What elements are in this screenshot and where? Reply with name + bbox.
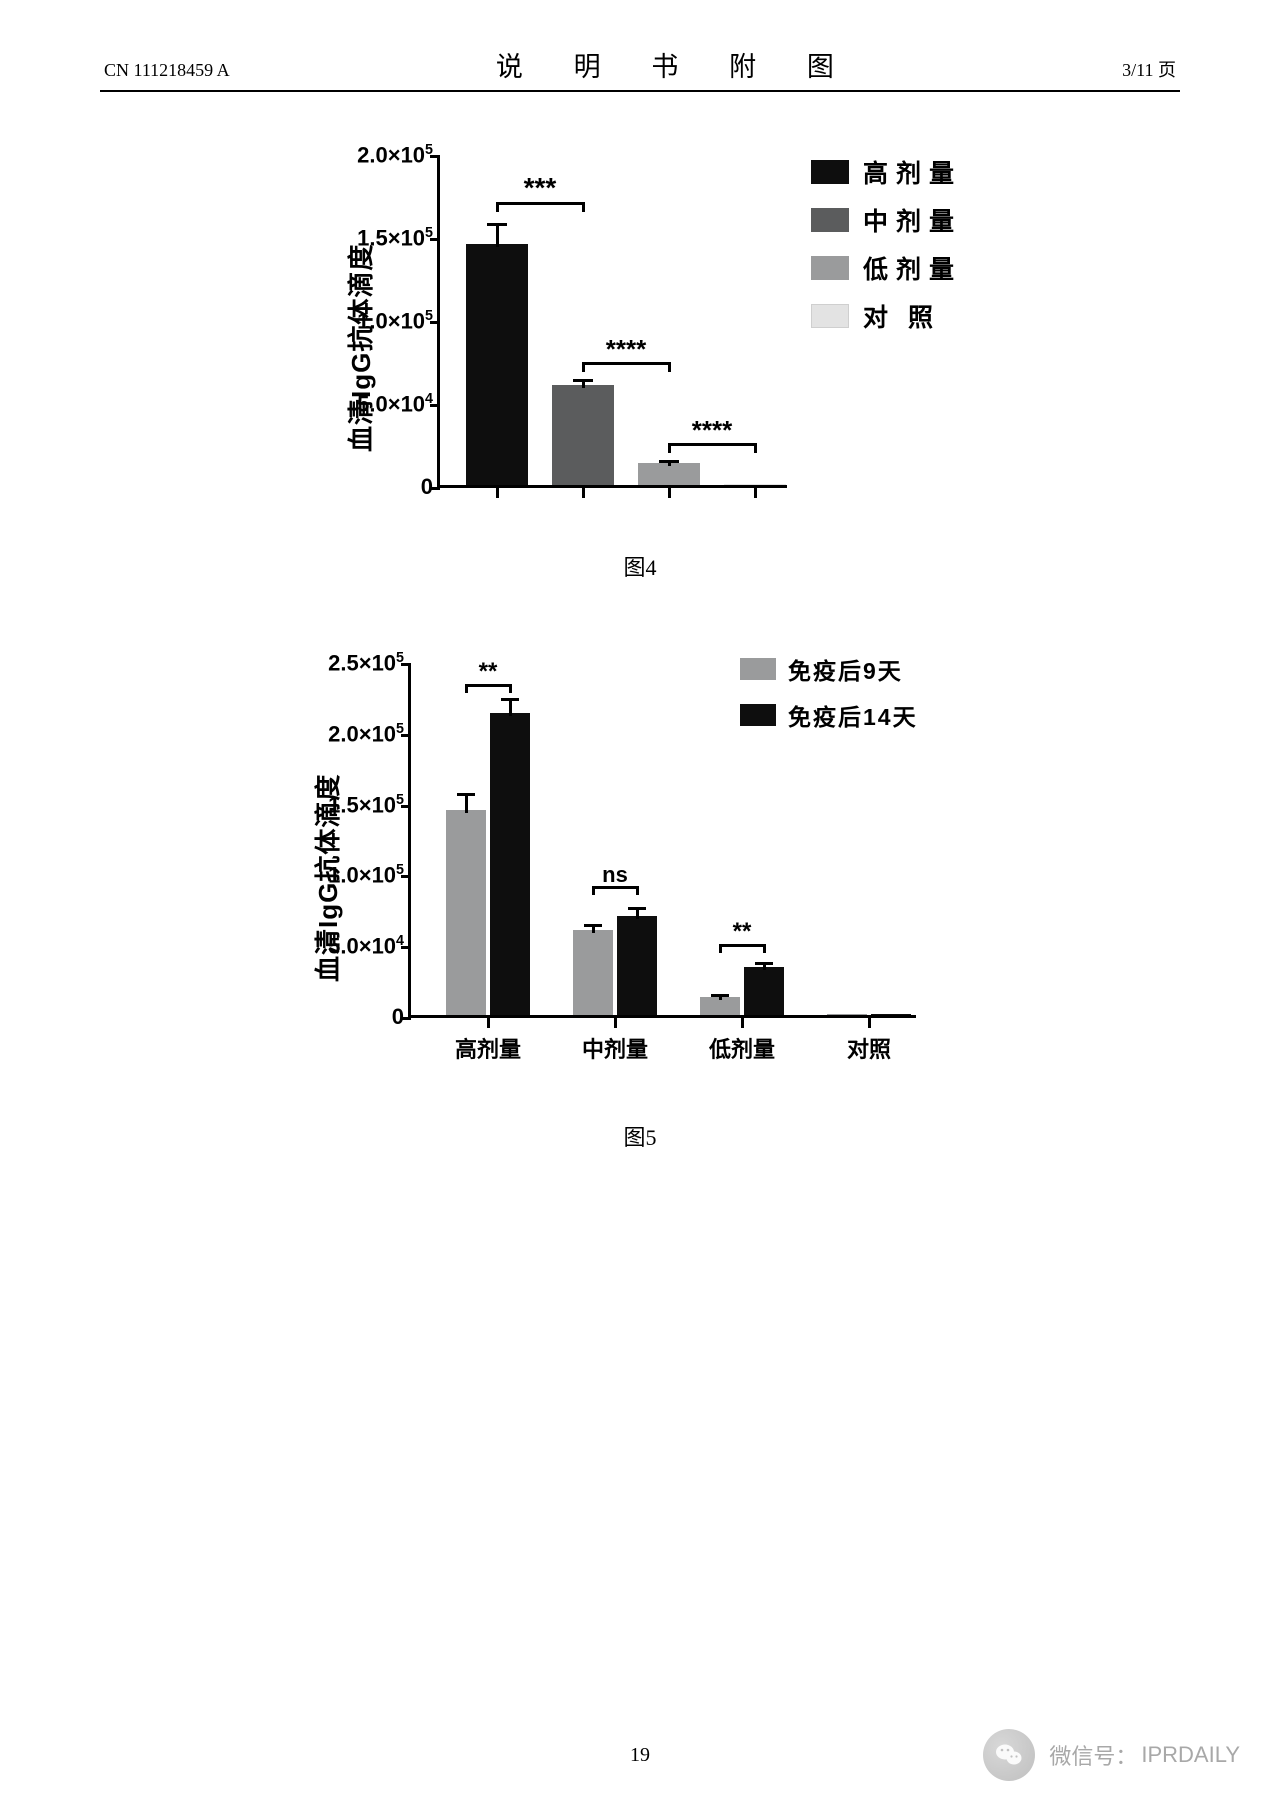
wechat-icon bbox=[983, 1729, 1035, 1781]
bar bbox=[573, 930, 613, 1015]
bar bbox=[744, 967, 784, 1015]
figure-4-caption: 图4 bbox=[623, 550, 656, 582]
significance-label: **** bbox=[586, 334, 666, 365]
figure-4-chart: 血清IgG抗体滴度 *********** 高剂量中剂量低剂量对照 05.0×1… bbox=[305, 132, 1005, 522]
ytick-label: 5.0×104 bbox=[320, 933, 404, 959]
header-rule bbox=[100, 90, 1180, 92]
x-category-label: 中剂量 bbox=[575, 1032, 655, 1064]
watermark-id: IPRDAILY bbox=[1141, 1742, 1240, 1768]
legend-item: 低剂量 bbox=[811, 250, 962, 286]
bar bbox=[466, 244, 528, 485]
ytick-label: 1.5×105 bbox=[320, 792, 404, 818]
significance-label: ns bbox=[585, 862, 645, 888]
y-axis-label: 血清IgG抗体滴度 bbox=[341, 244, 378, 452]
x-category-label: 低剂量 bbox=[702, 1032, 782, 1064]
bar bbox=[552, 385, 614, 485]
page-header: CN 111218459 A 说 明 书 附 图 3/11 页 bbox=[100, 45, 1180, 90]
legend: 高剂量中剂量低剂量对照 bbox=[811, 154, 962, 346]
ytick-label: 2.5×105 bbox=[320, 650, 404, 676]
bar bbox=[617, 916, 657, 1015]
legend-item: 免疫后9天 bbox=[740, 652, 918, 686]
legend-item: 中剂量 bbox=[811, 202, 962, 238]
ytick-label: 5.0×104 bbox=[353, 391, 433, 417]
ytick-label: 1.5×105 bbox=[353, 225, 433, 251]
x-category-label: 高剂量 bbox=[448, 1032, 528, 1064]
ytick-label: 1.0×105 bbox=[353, 308, 433, 334]
ytick-label: 1.0×105 bbox=[320, 862, 404, 888]
significance-label: **** bbox=[672, 415, 752, 446]
figure-4-block: 血清IgG抗体滴度 *********** 高剂量中剂量低剂量对照 05.0×1… bbox=[100, 122, 1180, 582]
page-label: 3/11 页 bbox=[1122, 56, 1176, 82]
figure-5-chart: 血清IgG抗体滴度 高剂量中剂量低剂量对照**ns** 免疫后9天免疫后14天 … bbox=[280, 642, 1010, 1092]
ytick-label: 0 bbox=[353, 474, 433, 500]
bar bbox=[827, 1014, 867, 1015]
bar bbox=[638, 463, 700, 485]
legend-item: 对照 bbox=[811, 298, 962, 334]
doc-number: CN 111218459 A bbox=[104, 60, 230, 81]
legend-item: 免疫后14天 bbox=[740, 698, 918, 732]
significance-label: ** bbox=[712, 918, 772, 946]
x-category-label: 对照 bbox=[829, 1032, 909, 1064]
ytick-label: 2.0×105 bbox=[353, 142, 433, 168]
watermark: 微信号： IPRDAILY bbox=[983, 1729, 1240, 1781]
figure-5-block: 血清IgG抗体滴度 高剂量中剂量低剂量对照**ns** 免疫后9天免疫后14天 … bbox=[100, 582, 1180, 1152]
ytick-label: 0 bbox=[320, 1004, 404, 1030]
bar bbox=[446, 810, 486, 1015]
bar bbox=[871, 1014, 911, 1015]
legend: 免疫后9天免疫后14天 bbox=[740, 652, 918, 744]
bar bbox=[724, 484, 786, 485]
watermark-prefix: 微信号： bbox=[1049, 1739, 1137, 1771]
doc-section-title: 说 明 书 附 图 bbox=[496, 45, 856, 84]
legend-item: 高剂量 bbox=[811, 154, 962, 190]
significance-label: *** bbox=[500, 172, 580, 204]
ytick-label: 2.0×105 bbox=[320, 721, 404, 747]
significance-label: ** bbox=[458, 658, 518, 686]
figure-5-caption: 图5 bbox=[623, 1120, 656, 1152]
bar bbox=[490, 713, 530, 1015]
